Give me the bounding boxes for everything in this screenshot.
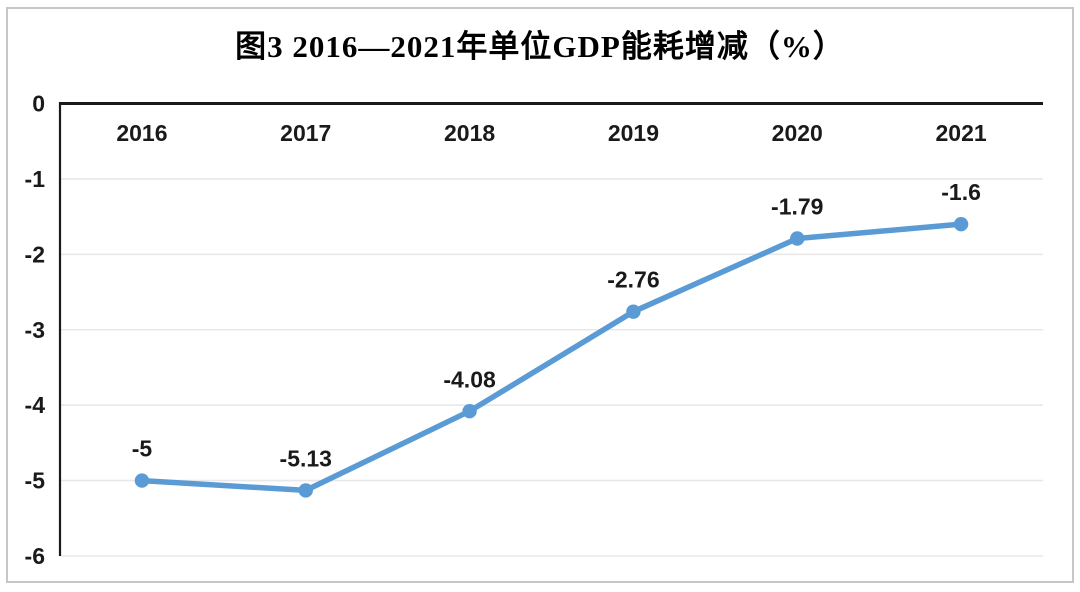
- y-tick-label: -6: [25, 543, 45, 569]
- x-category-label: 2017: [280, 120, 331, 146]
- data-point-label: -2.76: [607, 267, 659, 293]
- data-point-label: -5: [132, 436, 153, 462]
- data-point-marker: [298, 483, 313, 498]
- y-tick-label: -5: [25, 468, 46, 494]
- x-category-label: 2016: [116, 120, 167, 146]
- x-category-label: 2021: [935, 120, 986, 146]
- x-category-label: 2018: [444, 120, 495, 146]
- data-point-marker: [134, 473, 150, 488]
- data-point-label: -1.79: [771, 194, 823, 220]
- data-point-marker: [790, 231, 805, 246]
- data-point-label: -4.08: [443, 366, 496, 392]
- x-category-label: 2019: [608, 120, 659, 146]
- data-point-marker: [953, 216, 969, 232]
- data-point-marker: [626, 304, 641, 319]
- x-category-label: 2020: [772, 120, 823, 146]
- data-line: [139, 221, 964, 494]
- y-tick-label: -2: [25, 241, 45, 267]
- y-tick-label: -4: [25, 392, 46, 418]
- chart-title: 图3 2016—2021年单位GDP能耗增减（%）: [235, 29, 845, 64]
- y-tick-label: -3: [25, 317, 45, 343]
- data-point-marker: [462, 404, 477, 419]
- y-tick-label: 0: [32, 91, 45, 117]
- data-point-label: -1.6: [941, 179, 981, 205]
- y-tick-label: -1: [25, 166, 46, 192]
- data-point-label: -5.13: [280, 445, 332, 471]
